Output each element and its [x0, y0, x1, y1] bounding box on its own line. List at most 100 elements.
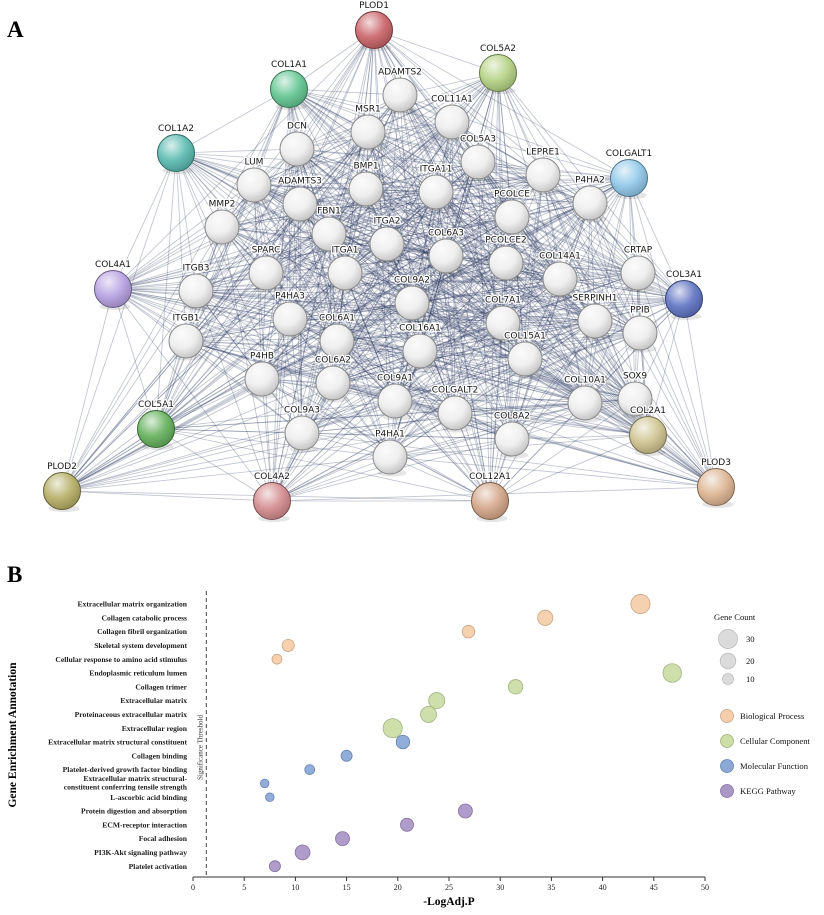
node-sphere[interactable]: [382, 77, 418, 113]
network-node[interactable]: FBN1: [311, 205, 347, 254]
network-node[interactable]: PLOD1: [355, 0, 393, 51]
enrichment-bubble[interactable]: [281, 638, 295, 652]
network-node[interactable]: ADAMTS2: [377, 66, 423, 115]
node-sphere[interactable]: [494, 199, 530, 235]
network-node[interactable]: P4HA3: [272, 290, 308, 339]
network-node[interactable]: COL4A1: [94, 259, 132, 310]
node-sphere[interactable]: [434, 104, 470, 140]
node-sphere[interactable]: [43, 472, 81, 510]
node-sphere[interactable]: [282, 186, 318, 222]
enrichment-bubble[interactable]: [420, 705, 437, 723]
node-sphere[interactable]: [418, 174, 454, 210]
node-sphere[interactable]: [348, 171, 384, 207]
network-node[interactable]: LEPRE1: [525, 146, 561, 195]
enrichment-bubble[interactable]: [461, 624, 476, 639]
enrichment-bubble[interactable]: [662, 663, 682, 683]
network-node[interactable]: PLOD3: [697, 457, 735, 508]
network-node[interactable]: COL6A3: [427, 227, 465, 276]
node-sphere[interactable]: [572, 185, 608, 221]
network-node[interactable]: COLGALT2: [430, 384, 480, 433]
network-node[interactable]: COL5A1: [137, 399, 175, 450]
node-sphere[interactable]: [272, 301, 308, 337]
node-sphere[interactable]: [617, 381, 653, 417]
enrichment-bubble[interactable]: [294, 844, 311, 861]
enrichment-bubble[interactable]: [630, 594, 651, 614]
network-node[interactable]: COL9A1: [376, 372, 414, 421]
network-node[interactable]: SOX9: [617, 370, 653, 419]
network-node[interactable]: COL5A2: [479, 43, 517, 94]
node-sphere[interactable]: [494, 421, 530, 457]
node-sphere[interactable]: [507, 341, 543, 377]
network-node[interactable]: COL16A1: [398, 322, 442, 371]
node-sphere[interactable]: [311, 216, 347, 252]
node-sphere[interactable]: [577, 303, 613, 339]
network-node[interactable]: SERPINH1: [571, 292, 619, 341]
network-node[interactable]: COL7A1: [484, 294, 522, 343]
node-sphere[interactable]: [437, 395, 473, 431]
network-node[interactable]: ITGA2: [369, 215, 405, 264]
node-sphere[interactable]: [137, 410, 175, 448]
node-sphere[interactable]: [428, 238, 464, 274]
enrichment-bubble[interactable]: [259, 778, 270, 789]
network-node[interactable]: COL8A2: [493, 410, 531, 459]
network-node[interactable]: P4HB: [244, 350, 280, 399]
enrichment-bubble[interactable]: [400, 817, 414, 832]
network-node[interactable]: ADAMTS3: [277, 175, 323, 224]
enrichment-bubble[interactable]: [457, 803, 473, 819]
network-node[interactable]: COL14A1: [538, 250, 582, 299]
enrichment-bubble[interactable]: [340, 749, 353, 762]
network-node[interactable]: COL9A3: [283, 404, 321, 453]
network-node[interactable]: PCOLCE2: [484, 234, 528, 283]
category-legend-swatch[interactable]: [720, 784, 734, 798]
network-node[interactable]: MSR1: [350, 103, 386, 152]
network-node[interactable]: COL6A1: [318, 312, 356, 361]
network-node[interactable]: COL3A1: [665, 269, 703, 320]
node-sphere[interactable]: [485, 305, 521, 341]
network-node[interactable]: ITGA1: [327, 244, 363, 293]
node-sphere[interactable]: [629, 416, 667, 454]
network-node[interactable]: PPIB: [622, 304, 658, 353]
node-sphere[interactable]: [253, 482, 291, 520]
enrichment-bubble[interactable]: [268, 860, 281, 873]
network-node[interactable]: CRTAP: [620, 244, 656, 293]
node-sphere[interactable]: [377, 383, 413, 419]
enrichment-bubble[interactable]: [382, 718, 403, 739]
node-sphere[interactable]: [157, 134, 195, 172]
node-sphere[interactable]: [355, 11, 393, 49]
enrichment-bubble[interactable]: [335, 831, 350, 847]
node-sphere[interactable]: [525, 157, 561, 193]
network-node[interactable]: ITGB3: [178, 262, 214, 311]
network-node[interactable]: COL10A1: [563, 374, 607, 423]
node-sphere[interactable]: [315, 365, 351, 401]
node-sphere[interactable]: [567, 385, 603, 421]
category-legend-swatch[interactable]: [720, 759, 734, 773]
network-node[interactable]: COL1A1: [270, 59, 308, 110]
node-sphere[interactable]: [248, 255, 284, 291]
network-node[interactable]: COL15A1: [503, 330, 547, 379]
network-node[interactable]: ITGA11: [418, 163, 454, 212]
enrichment-bubble[interactable]: [507, 679, 524, 695]
network-node[interactable]: ITGB1: [168, 312, 204, 361]
node-sphere[interactable]: [622, 315, 658, 351]
node-sphere[interactable]: [471, 482, 509, 520]
enrichment-bubble[interactable]: [428, 692, 446, 710]
node-sphere[interactable]: [610, 159, 648, 197]
network-node[interactable]: DCN: [279, 120, 315, 169]
node-sphere[interactable]: [327, 255, 363, 291]
enrichment-bubble[interactable]: [265, 792, 275, 802]
node-sphere[interactable]: [394, 285, 430, 321]
enrichment-bubble[interactable]: [395, 734, 411, 750]
category-legend-swatch[interactable]: [720, 734, 734, 748]
network-node[interactable]: PLOD2: [43, 461, 81, 512]
network-node[interactable]: COL5A3: [459, 133, 497, 182]
network-node[interactable]: P4HA1: [372, 428, 408, 477]
network-node[interactable]: COL2A1: [629, 405, 667, 456]
network-node[interactable]: SPARC: [248, 244, 284, 293]
network-node[interactable]: BMP1: [348, 160, 384, 209]
node-sphere[interactable]: [244, 361, 280, 397]
node-sphere[interactable]: [236, 167, 272, 203]
network-node[interactable]: COL12A1: [468, 471, 512, 522]
node-sphere[interactable]: [697, 468, 735, 506]
network-node[interactable]: MMP2: [204, 198, 240, 247]
node-sphere[interactable]: [284, 415, 320, 451]
